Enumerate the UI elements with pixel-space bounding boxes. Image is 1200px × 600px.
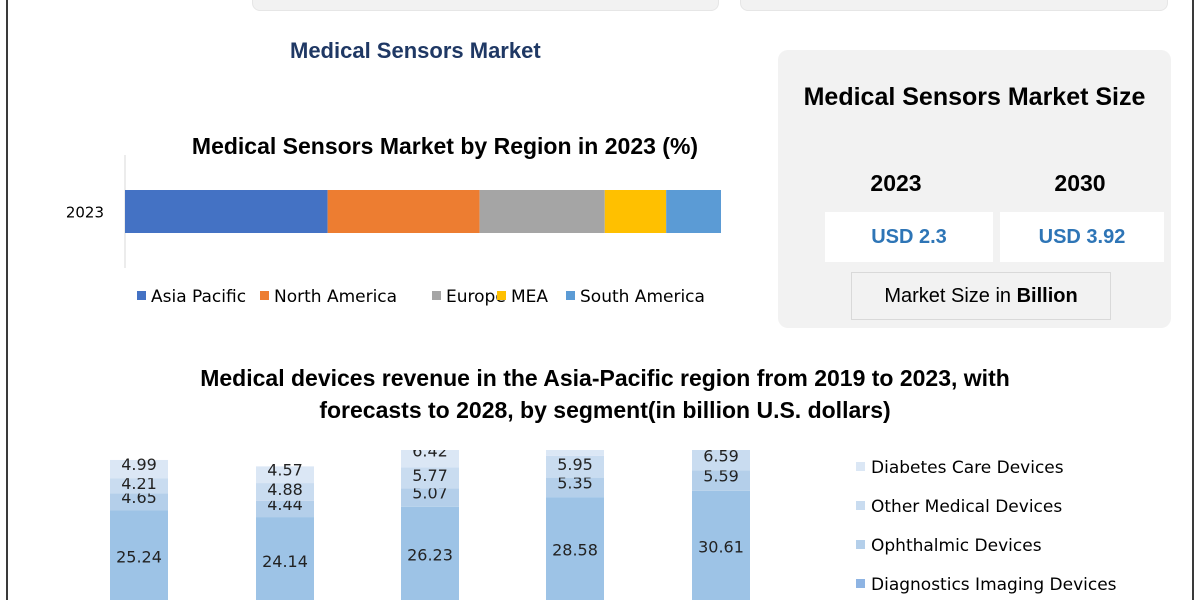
revenue-data-label: 25.24	[116, 548, 162, 567]
revenue-legend-label-2: Ophthalmic Devices	[871, 536, 1042, 556]
revenue-bar-0-segment-4	[110, 459, 168, 479]
revenue-bar-1-segment-4	[256, 466, 314, 484]
revenue-data-label: 5.59	[703, 467, 739, 486]
region-bar-europe	[479, 190, 605, 233]
region-chart: 2023 Asia Pacific North America Europe MEA So…	[66, 155, 721, 307]
revenue-data-label: 5.35	[557, 473, 593, 492]
region-bar-asia-pacific	[125, 190, 328, 233]
region-legend-swatch-1	[260, 291, 269, 300]
revenue-chart: 5.0325.244.654.214.994.3324.144.444.884.…	[110, 450, 1117, 600]
revenue-data-label: 5.07	[412, 484, 448, 503]
revenue-bar-3-segment-4	[546, 450, 604, 456]
revenue-bar-4-segment-2	[692, 470, 750, 491]
revenue-data-label: 6.59	[703, 450, 739, 465]
revenue-data-label: 30.61	[698, 538, 744, 557]
revenue-legend-swatch-2	[856, 540, 865, 549]
revenue-data-label: 5.95	[557, 455, 593, 474]
revenue-data-label: 26.23	[407, 546, 453, 565]
revenue-bar-4-segment-3	[692, 450, 750, 471]
year-2030-label: 2030	[1054, 170, 1106, 196]
revenue-data-label: 4.21	[121, 474, 157, 493]
revenue-data-label: 4.88	[267, 480, 303, 499]
revenue-bar-1-segment-2	[256, 500, 314, 518]
revenue-bar-0-segment-3	[110, 478, 168, 494]
market-size-card: Medical Sensors Market Size 2023 2030 US…	[778, 50, 1171, 328]
region-legend-label-3: MEA	[511, 287, 548, 307]
value-2023: USD 2.3	[825, 212, 993, 262]
revenue-data-label: 6.42	[412, 450, 448, 461]
revenue-bar-1-segment-1	[256, 517, 314, 600]
value-2030: USD 3.92	[1000, 212, 1164, 262]
region-bar-north-america	[327, 190, 480, 233]
revenue-legend-swatch-0	[856, 462, 865, 471]
revenue-data-label: 24.14	[262, 552, 308, 571]
unit-bold: Billion	[1016, 285, 1078, 307]
frame-right-border	[1192, 0, 1194, 600]
unit-prefix: Market Size in	[884, 285, 1017, 307]
revenue-bar-0-segment-2	[110, 493, 168, 511]
region-legend-swatch-2	[432, 291, 441, 300]
region-category-label: 2023	[66, 204, 104, 222]
region-legend-label-1: North America	[274, 287, 397, 307]
page-title: Medical Sensors Market	[290, 38, 541, 63]
market-size-title: Medical Sensors Market Size	[803, 83, 1146, 111]
region-legend-swatch-4	[566, 291, 575, 300]
revenue-data-label: 4.57	[267, 461, 303, 480]
revenue-chart-title: Medical devices revenue in the Asia-Paci…	[200, 365, 1010, 423]
revenue-legend-label-3: Diagnostics Imaging Devices	[871, 575, 1117, 595]
region-legend-label-0: Asia Pacific	[151, 287, 246, 307]
frame-left-border	[6, 0, 8, 600]
revenue-bar-2-segment-2	[401, 488, 459, 507]
revenue-legend-label-0: Diabetes Care Devices	[871, 458, 1064, 478]
region-legend-label-4: South America	[580, 287, 705, 307]
revenue-data-label: 4.99	[121, 455, 157, 474]
revenue-legend-label-1: Other Medical Devices	[871, 497, 1062, 517]
region-legend-swatch-3	[497, 291, 506, 300]
revenue-bar-2-segment-4	[401, 450, 459, 468]
revenue-data-label: 28.58	[552, 540, 598, 559]
region-bar-south-america	[666, 190, 721, 233]
revenue-bar-2-segment-1	[401, 506, 459, 600]
revenue-bar-3-segment-1	[546, 497, 604, 600]
market-size-unit: Market Size in Billion	[851, 272, 1111, 320]
revenue-bar-0-segment-1	[110, 510, 168, 600]
region-legend-label-2: Europe	[446, 287, 506, 307]
revenue-bar-2-segment-3	[401, 467, 459, 489]
top-card-left	[252, 0, 719, 11]
revenue-data-label: 5.77	[412, 466, 448, 485]
region-bar-mea	[604, 190, 667, 233]
region-legend-swatch-0	[137, 291, 146, 300]
revenue-bar-3-segment-3	[546, 455, 604, 478]
top-card-right	[740, 0, 1168, 11]
region-chart-title: Medical Sensors Market by Region in 2023…	[191, 133, 699, 159]
revenue-bar-1-segment-3	[256, 483, 314, 501]
revenue-legend-swatch-3	[856, 579, 865, 588]
revenue-bar-3-segment-2	[546, 477, 604, 498]
revenue-legend-swatch-1	[856, 501, 865, 510]
revenue-bar-4-segment-1	[692, 490, 750, 600]
year-2023-label: 2023	[870, 170, 922, 196]
